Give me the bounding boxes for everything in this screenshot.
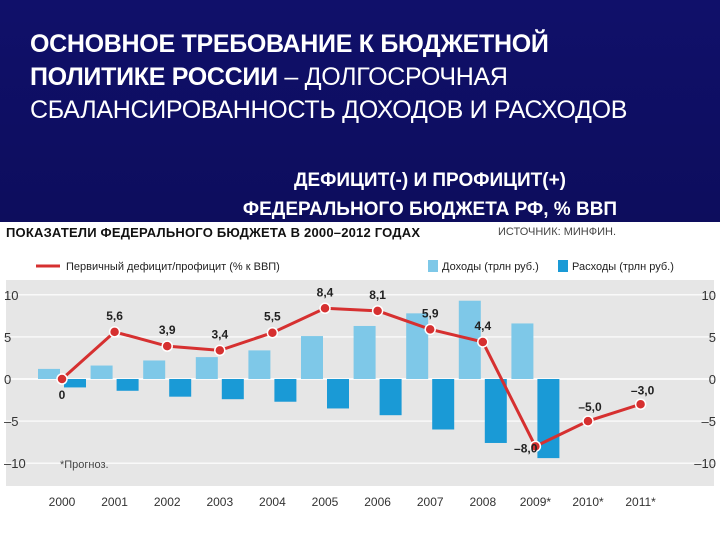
deficit-data-label: 8,4 bbox=[317, 285, 334, 299]
deficit-data-label: –8,0 bbox=[514, 441, 538, 455]
legend-income-swatch bbox=[428, 260, 438, 272]
income-bar bbox=[90, 365, 113, 379]
deficit-point bbox=[529, 440, 542, 453]
deficit-data-label: 3,9 bbox=[159, 323, 176, 337]
expense-bar bbox=[432, 379, 455, 430]
x-tick-label: 2005 bbox=[312, 495, 339, 509]
expense-bar bbox=[327, 379, 349, 409]
x-tick-label: 2001 bbox=[101, 495, 128, 509]
deficit-data-label: 5,5 bbox=[264, 310, 281, 324]
deficit-point bbox=[634, 398, 647, 410]
income-bar bbox=[248, 350, 271, 379]
legend-expense-label: Расходы (трлн руб.) bbox=[572, 261, 674, 273]
slide-title: ОСНОВНОЕ ТРЕБОВАНИЕ К БЮДЖЕТНОЙ ПОЛИТИКЕ… bbox=[30, 28, 690, 127]
income-bar bbox=[143, 360, 166, 379]
x-tick-label: 2006 bbox=[364, 495, 391, 509]
chart-panel: ПОКАЗАТЕЛИ ФЕДЕРАЛЬНОГО БЮДЖЕТА В 2000–2… bbox=[0, 222, 720, 540]
deficit-data-label: 5,9 bbox=[422, 306, 439, 320]
slide-title-bold: ОСНОВНОЕ ТРЕБОВАНИЕ К БЮДЖЕТНОЙ ПОЛИТИКЕ… bbox=[30, 30, 549, 91]
x-tick-label: 2002 bbox=[154, 495, 181, 509]
y-tick-label-left: 10 bbox=[4, 288, 18, 303]
chart-header: ПОКАЗАТЕЛИ ФЕДЕРАЛЬНОГО БЮДЖЕТА В 2000–2… bbox=[0, 222, 720, 244]
x-tick-label: 2003 bbox=[206, 495, 233, 509]
y-tick-label-left: 5 bbox=[4, 330, 11, 345]
y-tick-label-left: 0 bbox=[4, 372, 11, 387]
subtitle-line-2: ФЕДЕРАЛЬНОГО БЮДЖЕТА РФ, % ВВП bbox=[242, 199, 618, 220]
income-bar bbox=[353, 325, 376, 379]
x-tick-label: 2008 bbox=[469, 495, 496, 509]
expense-bar bbox=[116, 379, 139, 391]
y-tick-label-right: –5 bbox=[702, 414, 716, 429]
slide-subtitle: ДЕФИЦИТ(-) И ПРОФИЦИТ(+) ФЕДЕРАЛЬНОГО БЮ… bbox=[180, 166, 680, 224]
legend-income-label: Доходы (трлн руб.) bbox=[442, 261, 539, 273]
x-tick-label: 2007 bbox=[417, 495, 444, 509]
deficit-point bbox=[214, 344, 226, 357]
deficit-data-label: 3,4 bbox=[211, 327, 228, 341]
expense-bar bbox=[379, 379, 402, 416]
expense-bar bbox=[169, 379, 192, 397]
slide-title-rest: – ДОЛГОСРОЧНАЯ СБАЛАНСИРОВАННОСТЬ ДОХОДО… bbox=[30, 63, 628, 124]
expense-bar bbox=[221, 379, 244, 400]
chart-section-title: ПОКАЗАТЕЛИ ФЕДЕРАЛЬНОГО БЮДЖЕТА В 2000–2… bbox=[6, 225, 421, 240]
income-bar bbox=[38, 368, 60, 379]
deficit-point bbox=[266, 326, 279, 339]
subtitle-line-1: ДЕФИЦИТ(-) И ПРОФИЦИТ(+) bbox=[293, 170, 567, 191]
expense-bar bbox=[274, 379, 297, 402]
income-bar bbox=[511, 323, 534, 379]
x-tick-label: 2004 bbox=[259, 495, 286, 509]
expense-bar bbox=[484, 379, 507, 443]
expense-bar bbox=[64, 379, 86, 388]
x-tick-label: 2011* bbox=[625, 495, 656, 509]
deficit-line bbox=[60, 306, 642, 449]
income-bar bbox=[406, 313, 429, 379]
x-tick-label: 2000 bbox=[49, 495, 76, 509]
legend-line-label: Первичный дефицит/профицит (% к ВВП) bbox=[66, 261, 280, 273]
deficit-data-label: 5,6 bbox=[106, 309, 123, 323]
chart-source: ИСТОЧНИК: МИНФИН. bbox=[498, 226, 617, 238]
legend-expense-swatch bbox=[558, 260, 568, 272]
y-tick-label-right: 10 bbox=[702, 288, 716, 303]
deficit-point bbox=[161, 340, 173, 352]
chart-footnote: *Прогноз. bbox=[60, 459, 109, 471]
y-tick-label-right: –10 bbox=[694, 456, 716, 471]
deficit-data-label: 0 bbox=[59, 388, 66, 402]
income-bar bbox=[301, 336, 323, 379]
deficit-data-label: –5,0 bbox=[578, 400, 602, 414]
y-tick-label-right: 0 bbox=[709, 372, 716, 387]
deficit-point bbox=[319, 302, 331, 315]
x-tick-label: 2009* bbox=[520, 495, 552, 509]
deficit-point bbox=[108, 326, 121, 338]
income-bar bbox=[195, 357, 218, 379]
x-tick-label: 2010* bbox=[572, 495, 604, 509]
deficit-data-label: 8,1 bbox=[369, 288, 386, 302]
y-tick-label-left: –5 bbox=[4, 414, 18, 429]
deficit-point bbox=[56, 373, 68, 385]
deficit-point bbox=[371, 305, 384, 317]
deficit-data-label: 4,4 bbox=[474, 319, 491, 333]
y-tick-label-left: –10 bbox=[4, 456, 26, 471]
deficit-data-label: –3,0 bbox=[631, 383, 655, 397]
budget-chart: 10 10 5 5 0 0 –5 –5 –10 –10 Первичный дефицит/проф… bbox=[4, 260, 716, 509]
deficit-point bbox=[582, 415, 594, 427]
deficit-point bbox=[424, 323, 436, 336]
deficit-point bbox=[477, 336, 489, 348]
y-tick-label-right: 5 bbox=[709, 330, 716, 345]
